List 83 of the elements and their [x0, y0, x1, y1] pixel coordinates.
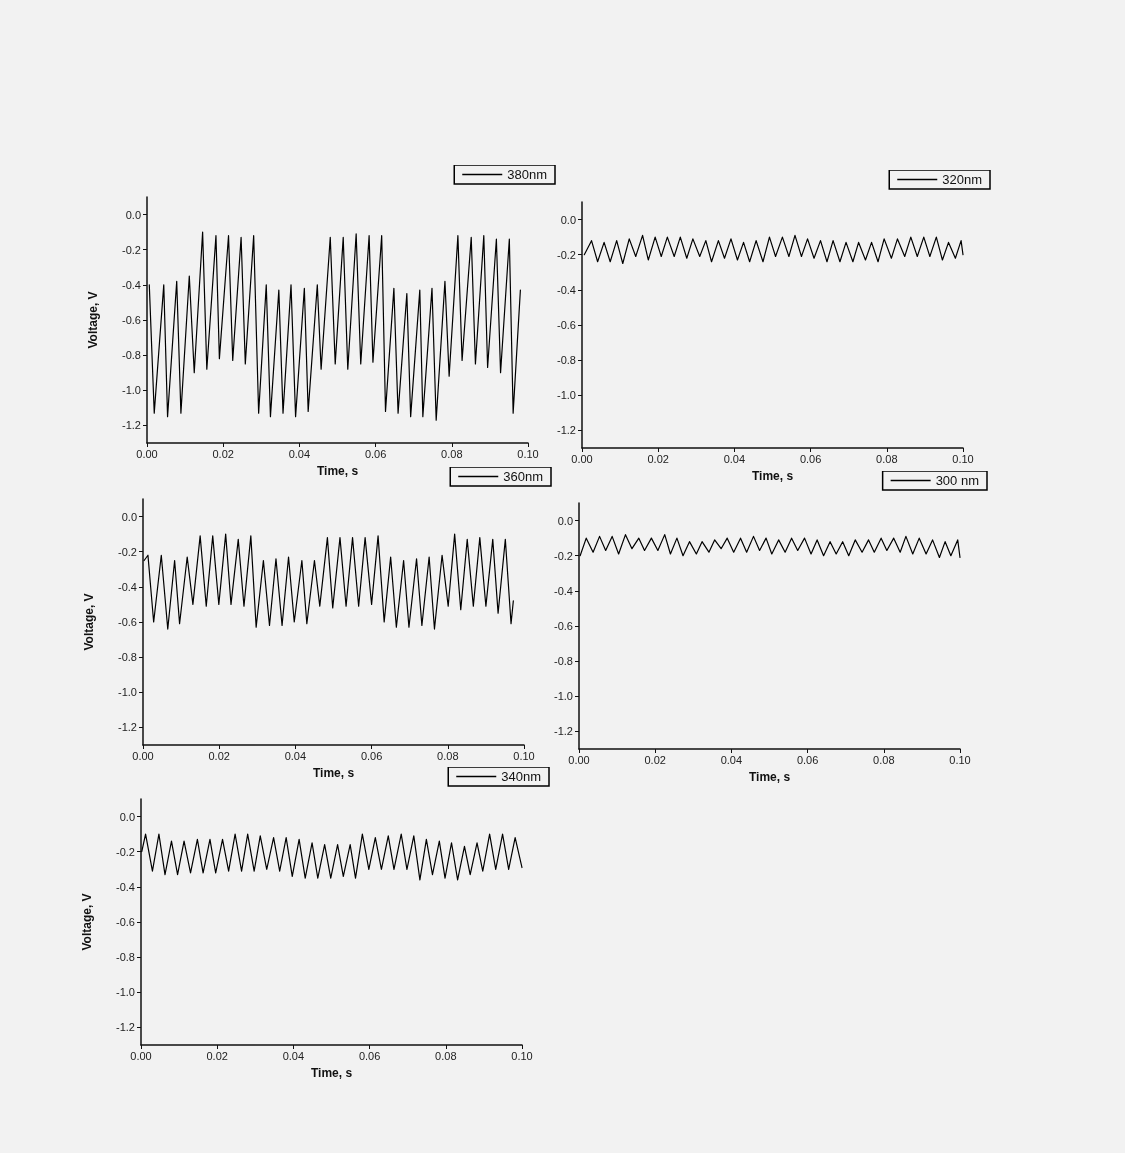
x-tick-label: 0.08 — [435, 1049, 457, 1062]
x-tick-label: 0.02 — [206, 1049, 228, 1062]
y-tick-label: 0.0 — [560, 213, 576, 226]
x-axis-title: Time, s — [316, 464, 359, 478]
x-tick-label: 0.04 — [723, 452, 746, 465]
x-tick-label: 0.06 — [358, 1049, 381, 1062]
line-series — [143, 533, 514, 630]
y-tick-label: -0.4 — [554, 584, 573, 597]
x-tick-label: 0.06 — [364, 447, 387, 460]
y-tick-label: -1.2 — [116, 1021, 135, 1034]
line-series — [579, 534, 961, 559]
x-axis-title: Time, s — [312, 766, 355, 780]
y-tick-label: -0.4 — [557, 283, 576, 296]
legend-label: 360nm — [503, 469, 543, 484]
x-tick-label: 0.00 — [571, 452, 593, 465]
line-series — [583, 234, 964, 265]
x-axis-title: Time, s — [751, 469, 794, 483]
y-tick-label: -0.8 — [557, 354, 576, 367]
y-tick-label: -0.2 — [554, 549, 573, 562]
line-series — [141, 833, 523, 881]
x-tick-label: 0.04 — [720, 753, 743, 766]
y-tick-label: -0.6 — [122, 314, 141, 326]
y-tick-label: -0.2 — [557, 248, 576, 261]
x-tick-label: 0.10 — [952, 452, 974, 465]
y-tick-label: -0.6 — [557, 319, 576, 331]
y-tick-label: -0.2 — [122, 243, 141, 256]
y-tick-label: -0.8 — [554, 655, 573, 668]
x-tick-label: 0.08 — [437, 749, 459, 762]
x-axis-title: Time, s — [748, 770, 791, 784]
x-tick-label: 0.02 — [647, 452, 669, 465]
legend-label: 300 nm — [935, 473, 980, 488]
x-tick-label: 0.10 — [513, 749, 535, 762]
x-tick-label: 0.06 — [799, 452, 822, 465]
y-tick-label: -0.8 — [116, 951, 135, 964]
line-series — [148, 231, 521, 421]
y-axis-title: Voltage, V — [82, 593, 96, 651]
x-tick-label: 0.10 — [517, 447, 539, 460]
x-tick-label: 0.02 — [208, 749, 230, 762]
y-tick-label: -0.4 — [118, 580, 137, 593]
y-tick-label: -0.4 — [116, 880, 135, 893]
y-axis-title: Voltage, V — [86, 291, 100, 349]
y-tick-label: -1.0 — [554, 690, 573, 703]
y-tick-label: 0.0 — [121, 510, 137, 523]
y-tick-label: -1.2 — [554, 725, 573, 738]
x-tick-label: 0.04 — [288, 447, 311, 460]
x-tick-label: 0.00 — [132, 749, 154, 762]
y-tick-label: 0.0 — [125, 208, 141, 221]
x-tick-label: 0.04 — [284, 749, 307, 762]
y-tick-label: 0.0 — [557, 514, 573, 527]
x-tick-label: 0.10 — [949, 753, 971, 766]
y-tick-label: -1.0 — [557, 389, 576, 402]
y-tick-label: -0.6 — [116, 916, 135, 928]
y-axis-title: Voltage, V — [80, 893, 94, 951]
x-tick-label: 0.00 — [136, 447, 158, 460]
y-tick-label: 0.0 — [119, 810, 135, 823]
x-tick-label: 0.02 — [644, 753, 666, 766]
y-tick-label: -1.2 — [122, 419, 141, 432]
x-tick-label: 0.10 — [511, 1049, 533, 1062]
x-axis-title: Time, s — [310, 1066, 353, 1080]
y-tick-label: -0.8 — [118, 651, 137, 664]
y-tick-label: -0.2 — [118, 545, 137, 558]
x-tick-label: 0.08 — [873, 753, 895, 766]
legend-label: 320nm — [942, 172, 982, 187]
x-tick-label: 0.02 — [212, 447, 234, 460]
x-tick-label: 0.04 — [282, 1049, 305, 1062]
x-tick-label: 0.06 — [796, 753, 819, 766]
y-tick-label: -0.2 — [116, 845, 135, 858]
legend-label: 340nm — [501, 769, 541, 784]
y-tick-label: -0.8 — [122, 349, 141, 362]
y-tick-label: -1.2 — [557, 424, 576, 437]
x-tick-label: 0.08 — [441, 447, 463, 460]
y-tick-label: -1.0 — [122, 384, 141, 397]
y-tick-label: -0.6 — [554, 620, 573, 632]
y-tick-label: -1.0 — [118, 686, 137, 699]
y-tick-label: -0.6 — [118, 616, 137, 628]
y-tick-label: -1.2 — [118, 721, 137, 734]
x-tick-label: 0.00 — [130, 1049, 152, 1062]
y-tick-label: -1.0 — [116, 986, 135, 999]
legend-label: 380nm — [507, 167, 547, 182]
x-tick-label: 0.00 — [568, 753, 590, 766]
x-tick-label: 0.06 — [360, 749, 383, 762]
x-tick-label: 0.08 — [876, 452, 898, 465]
y-tick-label: -0.4 — [122, 278, 141, 291]
